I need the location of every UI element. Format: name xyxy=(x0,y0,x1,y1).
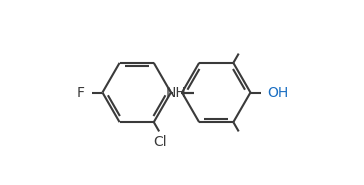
Text: Cl: Cl xyxy=(153,135,167,149)
Text: NH: NH xyxy=(166,85,187,100)
Text: F: F xyxy=(77,85,85,100)
Text: OH: OH xyxy=(267,85,288,100)
